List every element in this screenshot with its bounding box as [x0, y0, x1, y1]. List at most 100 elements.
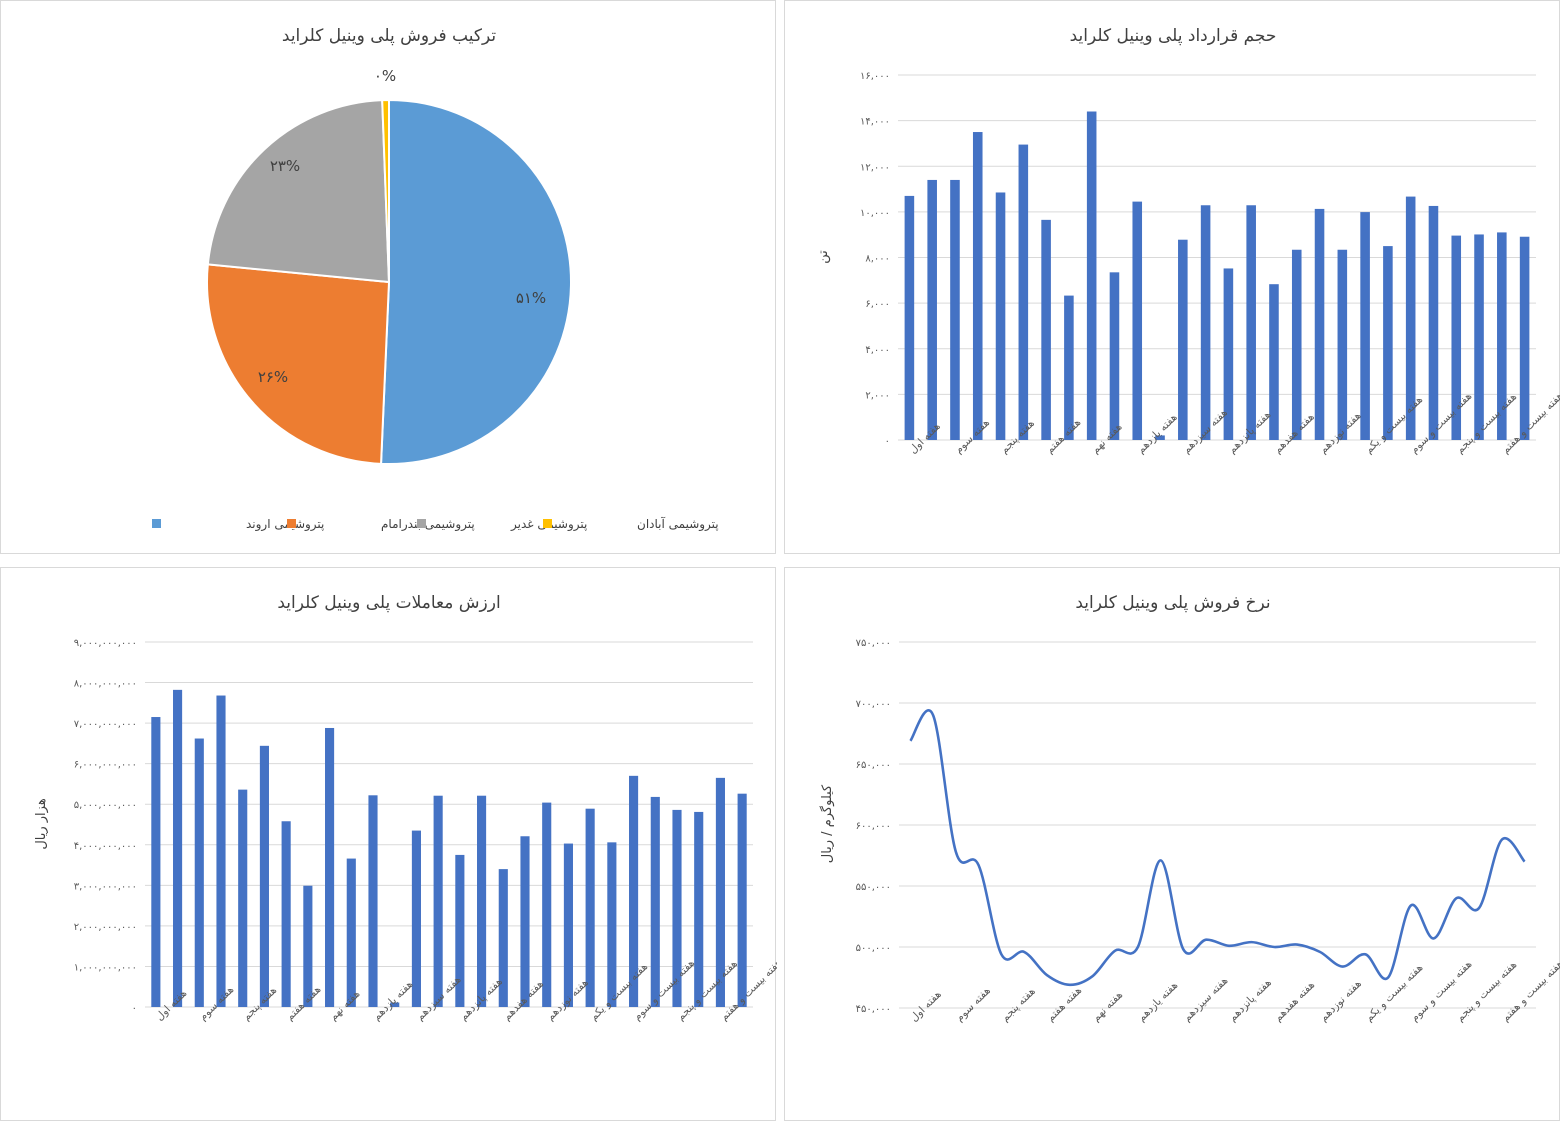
bar [972, 132, 983, 440]
bar [238, 789, 248, 1007]
y-tick-label: ۲,۰۰۰ [865, 390, 890, 401]
bar [650, 796, 660, 1007]
bar [1314, 208, 1325, 440]
volume-chart: حجم قرارداد پلی وینیل کلراید تن ۰ ۲,۰۰۰ ۴,… [816, 26, 1560, 456]
bar [151, 717, 161, 1007]
bar [927, 179, 937, 440]
pie-slice [380, 98, 572, 465]
bar [904, 195, 915, 440]
bar [1223, 268, 1234, 440]
x-tick-label: هفته هفدهم [1272, 979, 1317, 1024]
bar [1360, 212, 1370, 440]
bar [194, 738, 204, 1007]
series-line [909, 709, 1526, 987]
bar [303, 885, 313, 1007]
bar [498, 869, 508, 1007]
y-tick-label: ۷,۰۰۰,۰۰۰,۰۰۰ [74, 719, 137, 730]
bar [1064, 295, 1074, 440]
bar [259, 745, 269, 1007]
bar [281, 821, 291, 1007]
chart-title: نرخ فروش پلی وینیل کلراید [1075, 593, 1270, 613]
y-tick-label: ۸,۰۰۰ [865, 254, 890, 265]
y-tick-label: ۶,۰۰۰ [865, 299, 890, 310]
legend-swatch [543, 519, 552, 528]
price-chart: نرخ فروش پلی وینیل کلراید کیلوگرم / ریال… [819, 593, 1560, 1024]
bar [173, 689, 183, 1007]
pie-slice [206, 263, 391, 465]
y-tick-label: ۷۵۰,۰۰۰ [856, 638, 891, 649]
slice-label: ۰% [374, 67, 396, 85]
bar [1155, 435, 1165, 440]
bar [1086, 111, 1097, 440]
bar [346, 858, 356, 1007]
bar [1200, 205, 1211, 440]
y-tick-label: ۱۲,۰۰۰ [860, 162, 890, 173]
y-tick-label: ۱۶,۰۰۰ [860, 71, 890, 82]
chart-title: ارزش معاملات پلی وینیل کلراید [277, 593, 500, 613]
y-axis-label: کیلوگرم / ریال [819, 784, 835, 863]
y-tick-label: ۱,۰۰۰,۰۰۰,۰۰۰ [74, 962, 137, 973]
bar [1497, 232, 1507, 440]
x-tick-label: هفته سیزدهم [1181, 975, 1230, 1024]
bar [995, 192, 1006, 440]
bar [1383, 246, 1393, 440]
y-tick-label: ۵۰۰,۰۰۰ [856, 943, 891, 954]
bar [1178, 239, 1188, 440]
bar [1109, 272, 1120, 440]
volume-chart-panel: حجم قرارداد پلی وینیل کلراید تن ۰ ۲,۰۰۰ ۴,… [784, 0, 1560, 554]
y-tick-label: ۱۴,۰۰۰ [860, 117, 890, 128]
legend-swatch [152, 519, 161, 528]
y-tick-label: ۵۵۰,۰۰۰ [856, 882, 891, 893]
bar [477, 795, 487, 1007]
y-tick-label: ۸,۰۰۰,۰۰۰,۰۰۰ [74, 679, 137, 690]
bar [1291, 249, 1302, 440]
bar [672, 809, 682, 1007]
x-tick-label: هفته اول [908, 988, 944, 1024]
bar [563, 843, 573, 1007]
slice-label: ۲۶% [258, 368, 288, 386]
chart-title: ترکیب فروش پلی وینیل کلراید [282, 26, 496, 46]
pie-chart: ترکیب فروش پلی وینیل کلراید ۵۱%۲۶%۲۳%۰% … [152, 26, 719, 532]
x-tick-label: هفته پانزدهم [1227, 977, 1274, 1024]
bar [1041, 219, 1051, 440]
bar [737, 793, 747, 1007]
bar [325, 727, 335, 1007]
price-chart-panel: نرخ فروش پلی وینیل کلراید کیلوگرم / ریال… [784, 567, 1560, 1121]
bar [1337, 249, 1348, 440]
value-chart-panel: ارزش معاملات پلی وینیل کلراید هزار ریال … [0, 567, 777, 1121]
bar [455, 854, 465, 1007]
legend-entry: پتروشیمی بندرامام [381, 517, 475, 532]
bar [950, 179, 960, 440]
y-tick-label: ۶,۰۰۰,۰۰۰,۰۰۰ [74, 760, 137, 771]
slice-label: ۵۱% [516, 289, 546, 307]
y-tick-label: ۶۰۰,۰۰۰ [856, 821, 891, 832]
bar [542, 802, 552, 1007]
x-tick-label: هفته نوزدهم [1318, 978, 1364, 1024]
bar [368, 795, 378, 1007]
y-tick-label: ۴,۰۰۰ [865, 345, 890, 356]
y-tick-label: ۶۵۰,۰۰۰ [856, 760, 891, 771]
legend-entry: پتروشیمی آبادان [637, 516, 719, 532]
pie-slice [381, 98, 390, 283]
y-tick-label: ۷۰۰,۰۰۰ [856, 699, 891, 710]
y-tick-label: ۰ [885, 436, 890, 447]
legend-entry: پتروشیمی اروند [246, 517, 324, 532]
bar [629, 775, 639, 1007]
x-tick-label: هفته نهم [1090, 989, 1125, 1024]
x-tick-label: هفته یازدهم [1136, 979, 1181, 1024]
x-tick-label: هفته سوم [954, 985, 993, 1024]
bar [607, 842, 617, 1007]
y-tick-label: ۹,۰۰۰,۰۰۰,۰۰۰ [74, 638, 137, 649]
bar [390, 1002, 400, 1007]
bar [1132, 201, 1143, 440]
y-tick-label: ۰ [132, 1003, 137, 1014]
slice-label: ۲۳% [270, 157, 300, 175]
bar [694, 811, 704, 1007]
y-tick-label: ۲,۰۰۰,۰۰۰,۰۰۰ [74, 922, 137, 933]
bar [1018, 144, 1029, 440]
y-tick-label: ۳,۰۰۰,۰۰۰,۰۰۰ [74, 881, 137, 892]
bar [585, 808, 595, 1007]
bar [1428, 205, 1439, 440]
bar [715, 777, 725, 1007]
bar [411, 830, 421, 1007]
